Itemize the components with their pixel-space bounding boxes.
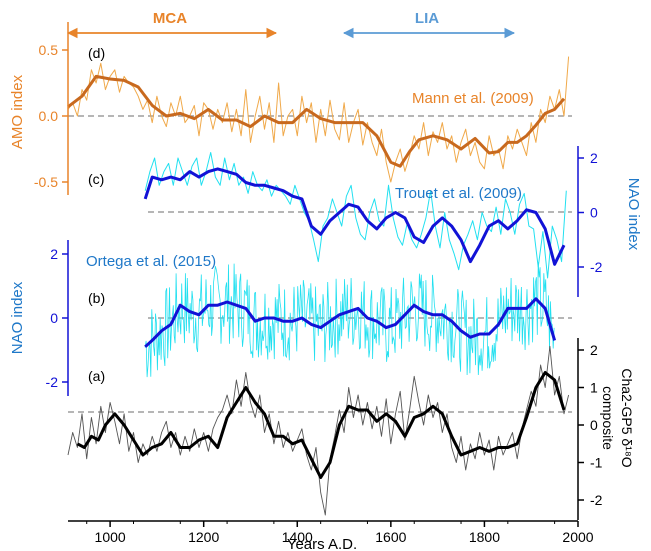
x-tick-label: 1000: [95, 529, 126, 545]
panel-label-c: (c): [88, 171, 104, 187]
delta-ytick-label: 2: [590, 342, 598, 358]
x-axis: 1000 1200 1400 1600 1800 2000: [68, 520, 594, 545]
amo-axis-title: AMO index: [9, 74, 26, 149]
delta-ytick-label: -2: [590, 492, 603, 508]
delta-axis: -2 -1 0 1 2: [577, 338, 603, 520]
annotation-ortega: Ortega et al. (2015): [86, 253, 216, 270]
ortega-nao-raw-series: [144, 262, 555, 378]
panel-label-a: (a): [88, 368, 105, 384]
panel-label-b: (b): [88, 290, 105, 306]
ortega-nao-ytick-label: -2: [46, 374, 59, 390]
amo-ytick-label: -0.5: [34, 174, 58, 190]
trouet-nao-smoothed-series: [143, 167, 566, 266]
ortega-axis-title: NAO index: [9, 281, 26, 354]
delta-smoothed-series: [76, 371, 566, 479]
period-mca: MCA: [66, 10, 278, 39]
amo-axis: -0.5 0.0 0.5: [34, 22, 69, 195]
ortega-nao-ytick-label: 0: [50, 310, 58, 326]
trouet-axis-title: NAO index: [625, 178, 642, 251]
amo-ytick-label: 0.0: [39, 108, 59, 124]
trouet-nao-ytick-label: 2: [590, 150, 598, 166]
ortega-nao-axis: -2 0 2: [46, 240, 69, 396]
annotation-trouet: Trouet et al. (2009): [395, 185, 522, 202]
series-layer: [67, 56, 570, 516]
trouet-nao-ytick-label: -2: [590, 259, 603, 275]
period-lia: LIA: [342, 10, 516, 39]
delta-axis-title-line2: composite: [600, 386, 616, 450]
x-tick-label: 1800: [469, 529, 500, 545]
ortega-nao-smoothed-series: [144, 297, 557, 348]
amo-ytick-label: 0.5: [39, 42, 59, 58]
panel-label-d: (d): [88, 45, 105, 61]
delta-axis-title-line1: Cha2-GP5 δ¹⁸O: [619, 368, 635, 467]
ortega-nao-ytick-label: 2: [50, 246, 58, 262]
delta-ytick-label: 1: [590, 380, 598, 396]
x-axis-title: Years A.D.: [287, 536, 357, 551]
x-tick-label: 1400: [282, 529, 313, 545]
delta-ytick-label: -1: [590, 455, 603, 471]
trouet-nao-raw-series: [144, 152, 567, 279]
period-mca-label: MCA: [153, 10, 187, 27]
amo-smoothed-series: [67, 74, 566, 168]
annotation-mann: Mann et al. (2009): [412, 90, 534, 107]
x-tick-label: 1600: [375, 529, 406, 545]
trouet-nao-axis: -2 0 2: [577, 146, 603, 297]
delta-raw-series: [67, 345, 570, 516]
x-tick-label: 2000: [562, 529, 593, 545]
x-tick-label: 1200: [188, 529, 219, 545]
delta-ytick-label: 0: [590, 417, 598, 433]
trouet-nao-ytick-label: 0: [590, 205, 598, 221]
period-lia-label: LIA: [415, 10, 439, 27]
amo-raw-series: [67, 56, 570, 183]
